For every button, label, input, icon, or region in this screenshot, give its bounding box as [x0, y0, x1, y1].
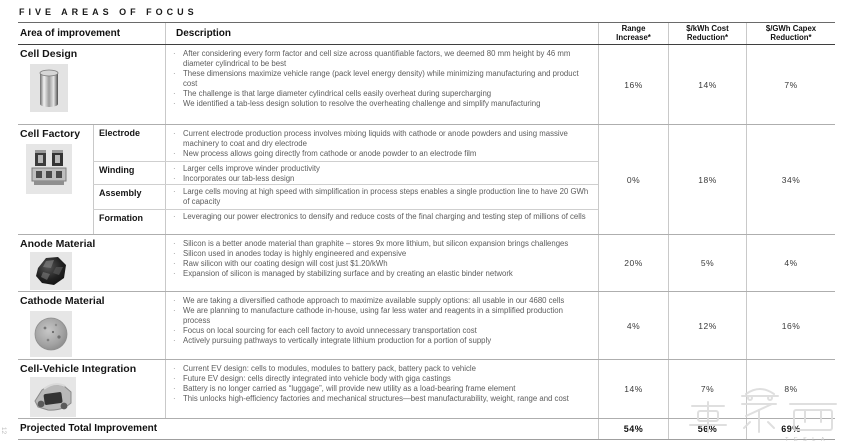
anode-range-value: 20%	[598, 235, 668, 291]
cell-vehicle-integration-area: Cell-Vehicle Integration	[18, 360, 165, 418]
bullet: Incorporates our tab-less design	[168, 174, 590, 184]
cell-factory-area: Cell Factory	[18, 125, 93, 234]
total-capex-value: 69%	[746, 419, 835, 439]
cathode-capex-value: 16%	[746, 292, 835, 359]
cylindrical-cell-photo	[30, 64, 68, 112]
bullet: These dimensions maximize vehicle range …	[168, 69, 590, 89]
row-cell-vehicle-integration: Cell-Vehicle Integration Current EV desi…	[18, 360, 835, 419]
bullet: Current electrode production process inv…	[168, 129, 590, 149]
cathode-powder-photo	[30, 311, 72, 357]
subrow-label: Assembly	[93, 185, 165, 210]
col-header-description: Description	[165, 23, 598, 44]
cell-design-capex-value: 7%	[746, 45, 835, 124]
area-label: Cell-Vehicle Integration	[20, 363, 137, 375]
row-cell-factory: Cell Factory Elec	[18, 125, 835, 235]
anode-cost-value: 5%	[668, 235, 746, 291]
cell-factory-range-value: 0%	[598, 125, 668, 234]
assembly-description: Large cells moving at high speed with si…	[165, 185, 598, 210]
cvi-capex-value: 8%	[746, 360, 835, 418]
col-header-capex-reduction: $/GWh Capex Reduction*	[746, 23, 835, 44]
bullet: Raw silicon with our coating design will…	[168, 259, 590, 269]
header-row: Area of improvement Description Range In…	[18, 22, 835, 45]
total-row: Projected Total Improvement 54% 56% 69%	[18, 419, 835, 440]
subrow-electrode: Electrode Current electrode production p…	[93, 125, 598, 161]
silicon-rock-photo	[30, 252, 72, 290]
cell-design-range-value: 16%	[598, 45, 668, 124]
bullet: Battery is no longer carried as “luggage…	[168, 384, 590, 394]
bullet: Expansion of silicon is managed by stabi…	[168, 269, 590, 279]
focus-areas-table: Area of improvement Description Range In…	[18, 22, 835, 440]
subrow-formation: Formation Leveraging our power electroni…	[93, 209, 598, 234]
cell-design-description: After considering every form factor and …	[165, 45, 598, 124]
area-label: Cell Factory	[20, 128, 81, 140]
area-label: Cell Design	[20, 48, 78, 60]
total-range-value: 54%	[598, 419, 668, 439]
bullet: New process allows going directly from c…	[168, 149, 590, 159]
bullet: Silicon is a better anode material than …	[168, 239, 590, 249]
cell-factory-capex-value: 34%	[746, 125, 835, 234]
bullet: Future EV design: cells directly integra…	[168, 374, 590, 384]
cvi-range-value: 14%	[598, 360, 668, 418]
winding-description: Larger cells improve winder productivity…	[165, 161, 598, 185]
bullet: Large cells moving at high speed with si…	[168, 187, 590, 207]
subrow-label: Winding	[93, 161, 165, 185]
factory-machine-photo	[26, 144, 72, 194]
bullet: Larger cells improve winder productivity	[168, 164, 590, 174]
bullet: We are planning to manufacture cathode i…	[168, 306, 590, 326]
cathode-cost-value: 12%	[668, 292, 746, 359]
bullet: We are taking a diversified cathode appr…	[168, 296, 590, 306]
cathode-material-area: Cathode Material	[18, 292, 165, 359]
col-header-area: Area of improvement	[20, 28, 121, 39]
cell-factory-subtable: Electrode Current electrode production p…	[93, 125, 598, 234]
subrow-assembly: Assembly Large cells moving at high spee…	[93, 184, 598, 210]
subrow-label: Formation	[93, 210, 165, 234]
col-header-cost-reduction: $/kWh Cost Reduction*	[668, 23, 746, 44]
anode-material-area: Anode Material	[18, 235, 165, 291]
page-title: FIVE AREAS OF FOCUS	[19, 7, 198, 17]
row-anode-material: Anode Material Silicon is a	[18, 235, 835, 292]
vehicle-chassis-photo	[30, 377, 76, 417]
anode-material-description: Silicon is a better anode material than …	[165, 235, 598, 291]
total-cost-value: 56%	[668, 419, 746, 439]
anode-capex-value: 4%	[746, 235, 835, 291]
bullet: Actively pursuing pathways to vertically…	[168, 336, 590, 346]
cathode-material-description: We are taking a diversified cathode appr…	[165, 292, 598, 359]
bullet: Focus on local sourcing for each cell fa…	[168, 326, 590, 336]
total-label: Projected Total Improvement	[20, 423, 158, 434]
cell-vehicle-integration-description: Current EV design: cells to modules, mod…	[165, 360, 598, 418]
subrow-label: Electrode	[93, 125, 165, 161]
cvi-cost-value: 7%	[668, 360, 746, 418]
cell-design-cost-value: 14%	[668, 45, 746, 124]
bullet: We identified a tab-less design solution…	[168, 99, 590, 109]
row-cathode-material: Cathode Material	[18, 292, 835, 360]
formation-description: Leveraging our power electronics to dens…	[165, 210, 598, 234]
bullet: After considering every form factor and …	[168, 49, 590, 69]
subrow-winding: Winding Larger cells improve winder prod…	[93, 160, 598, 185]
col-header-range-increase: Range Increase*	[598, 23, 668, 44]
bullet: Silicon used in anodes today is highly e…	[168, 249, 590, 259]
bullet: This unlocks high-efficiency factories a…	[168, 394, 590, 404]
area-label: Cathode Material	[20, 295, 105, 307]
cathode-range-value: 4%	[598, 292, 668, 359]
electrode-description: Current electrode production process inv…	[165, 125, 598, 161]
bullet: Leveraging our power electronics to dens…	[168, 212, 590, 222]
row-cell-design: Cell Design After consi	[18, 45, 835, 125]
bullet: The challenge is that large diameter cyl…	[168, 89, 590, 99]
bullet: Current EV design: cells to modules, mod…	[168, 364, 590, 374]
cell-factory-cost-value: 18%	[668, 125, 746, 234]
cell-design-area: Cell Design	[18, 45, 165, 124]
area-label: Anode Material	[20, 238, 96, 250]
page-number: 12	[0, 426, 8, 435]
